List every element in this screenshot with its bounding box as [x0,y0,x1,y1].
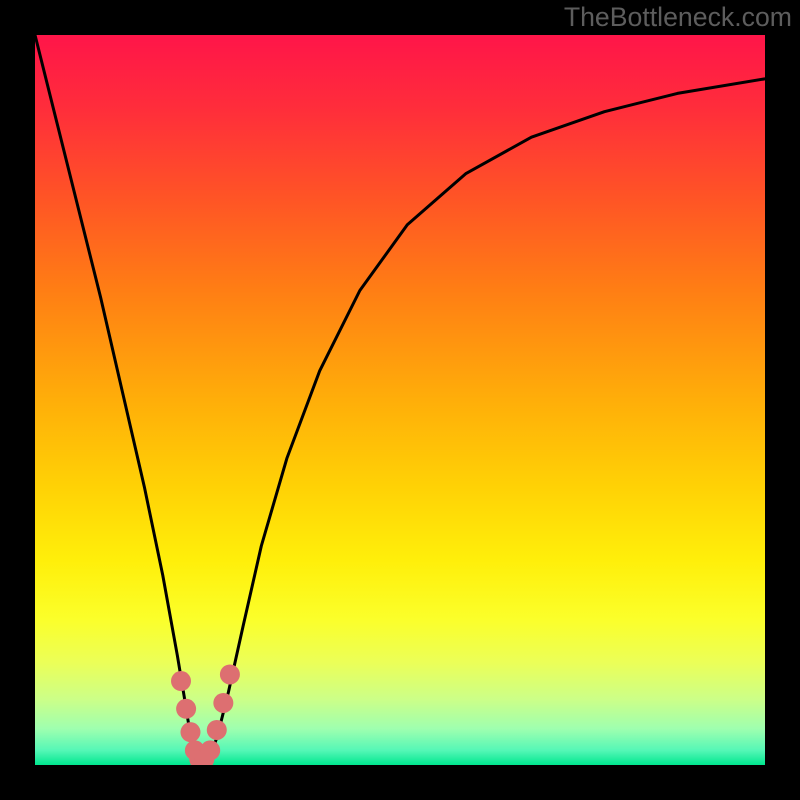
marker-point [180,722,200,742]
plot-area [35,35,765,765]
marker-point [171,671,191,691]
marker-point [200,740,220,760]
marker-group [171,664,240,765]
curve-layer [35,35,765,765]
bottleneck-curve [35,35,765,763]
marker-point [213,693,233,713]
marker-point [207,720,227,740]
marker-point [176,699,196,719]
watermark-text: TheBottleneck.com [564,2,792,33]
marker-point [220,664,240,684]
